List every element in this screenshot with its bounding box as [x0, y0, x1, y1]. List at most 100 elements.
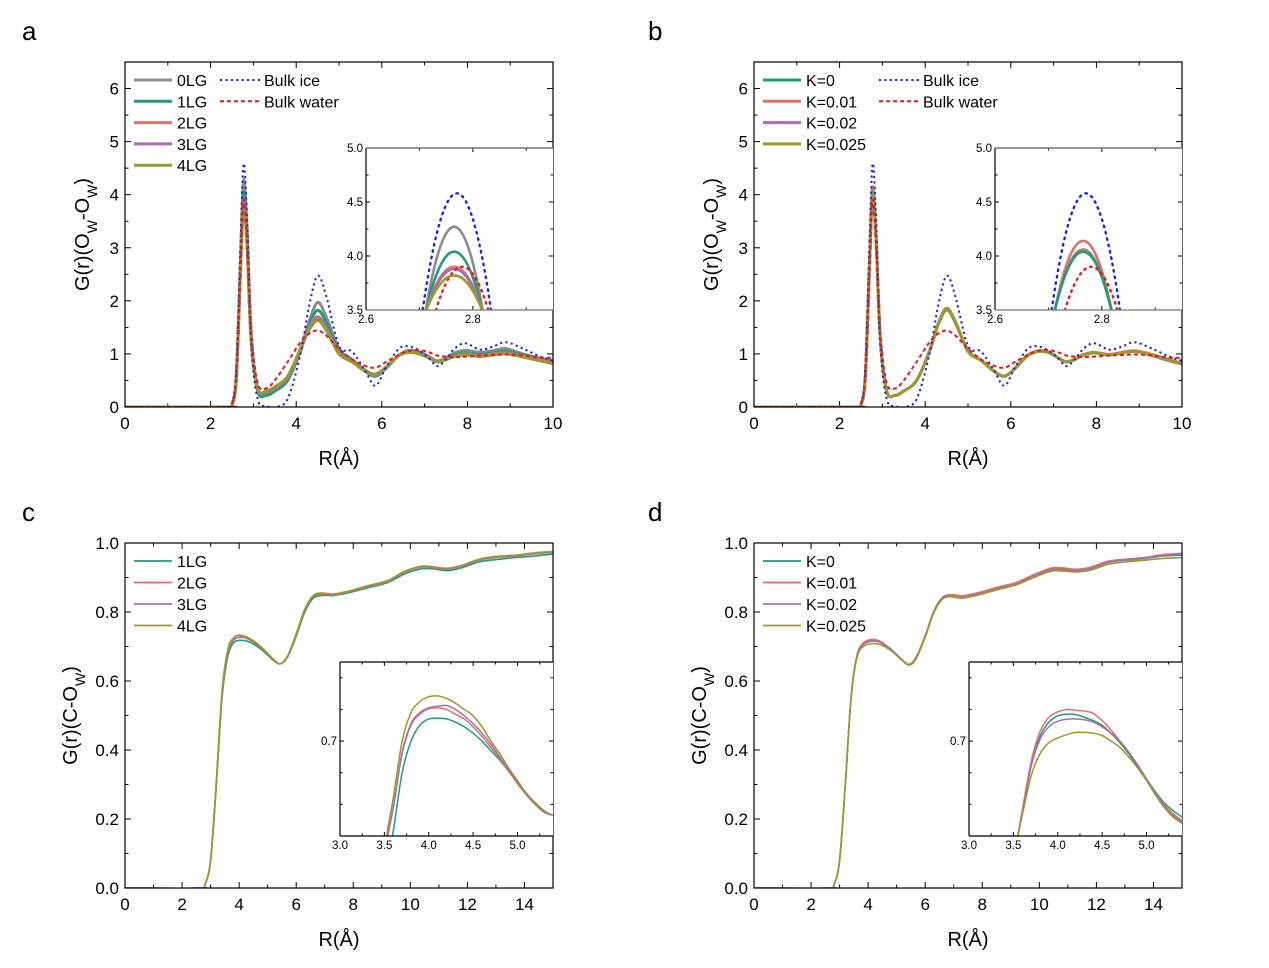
- y-tick-label: 6: [110, 80, 119, 99]
- y-tick-label: 2: [110, 292, 119, 311]
- inset-x-tick-label: 3.5: [376, 840, 392, 852]
- x-tick-label: 2: [206, 414, 215, 433]
- inset-curve-3lg: [386, 704, 553, 836]
- y-axis-title: G(r)(OW-OW): [701, 178, 729, 291]
- legend-label: K=0.02: [806, 597, 857, 614]
- inset-plot-area: [1050, 192, 1122, 310]
- inset-x-tick-label: 5.0: [1139, 840, 1155, 852]
- y-tick-label: 3: [739, 239, 748, 258]
- legend-item: 4LG: [134, 158, 207, 175]
- inset: 2.6 2.8 3.5 4.0 4.5 5.0: [347, 143, 553, 326]
- x-tick-label: 10: [544, 414, 563, 433]
- y-tick-label: 3: [110, 239, 119, 258]
- y-tick-label: 0: [110, 398, 119, 417]
- inset: 2.6 2.8 3.5 4.0 4.5 5.0: [976, 143, 1182, 326]
- inset-curve-k-0: [1053, 250, 1113, 310]
- legend-label: Bulk ice: [264, 73, 320, 90]
- x-tick-label: 10: [1030, 895, 1049, 914]
- legend-item: 1LG: [134, 94, 207, 111]
- legend-item: 3LG: [134, 137, 207, 154]
- inset-curve-4lg: [385, 695, 553, 836]
- x-tick-label: 8: [349, 895, 358, 914]
- inset-curve-k-0-02: [1017, 718, 1182, 836]
- inset-plot-area: [385, 695, 553, 836]
- x-tick-label: 8: [463, 414, 472, 433]
- legend: 0LG 1LG 2LG 3LG 4LG Bulk ice Bulk water: [134, 73, 339, 175]
- legend-label: 1LG: [177, 554, 207, 571]
- panel-label: a: [22, 16, 37, 46]
- legend-item: Bulk water: [879, 94, 998, 111]
- y-tick-label: 0.0: [724, 879, 748, 898]
- inset: 3.0 3.5 4.0 4.5 5.0 0.7: [321, 661, 553, 852]
- series-line-bulk-ice: [754, 162, 1182, 407]
- legend-item: 0LG: [134, 73, 207, 90]
- inset-x-tick-label: 2.8: [1094, 314, 1110, 326]
- legend-label: Bulk ice: [923, 73, 979, 90]
- x-axis-title: R(Å): [947, 928, 988, 951]
- x-tick-label: 2: [177, 895, 186, 914]
- inset-x-tick-label: 2.6: [358, 314, 374, 326]
- legend-label: 3LG: [177, 597, 207, 614]
- inset-y-tick-label: 3.5: [347, 305, 363, 317]
- legend-item: 4LG: [134, 619, 207, 636]
- y-tick-label: 6: [739, 80, 748, 99]
- legend-label: 4LG: [177, 158, 207, 175]
- y-tick-label: 0.2: [724, 810, 748, 829]
- legend: K=0 K=0.01 K=0.02 K=0.025: [763, 554, 866, 636]
- y-tick-label: 2: [739, 292, 748, 311]
- legend-item: 2LG: [134, 576, 207, 593]
- y-tick-label: 0: [739, 398, 748, 417]
- inset-curve-bulk-ice: [1050, 192, 1122, 310]
- plot-area: [754, 552, 1182, 888]
- inset-x-tick-label: 4.5: [1094, 840, 1110, 852]
- y-tick-label: 0.6: [95, 672, 119, 691]
- legend-item: 3LG: [134, 597, 207, 614]
- legend-label: K=0.02: [806, 116, 857, 133]
- legend-label: K=0: [806, 73, 835, 90]
- legend-item: K=0.01: [763, 576, 857, 593]
- inset-y-tick-label: 0.7: [950, 736, 966, 748]
- inset-y-tick-label: 5.0: [976, 143, 992, 155]
- legend-item: K=0.025: [763, 137, 866, 154]
- legend-label: K=0.01: [806, 94, 857, 111]
- x-tick-label: 0: [749, 895, 758, 914]
- x-tick-label: 0: [120, 895, 129, 914]
- x-tick-label: 0: [749, 414, 758, 433]
- legend: K=0 K=0.01 K=0.02 K=0.025 Bulk ice Bulk water: [763, 73, 998, 154]
- legend-item: K=0: [763, 73, 835, 90]
- inset-y-tick-label: 4.0: [976, 251, 992, 263]
- y-tick-label: 5: [110, 133, 119, 152]
- x-tick-label: 6: [1006, 414, 1015, 433]
- legend-label: K=0.01: [806, 576, 857, 593]
- y-tick-label: 0.4: [95, 741, 119, 760]
- inset-x-tick-label: 4.0: [421, 840, 437, 852]
- legend-label: 1LG: [177, 94, 207, 111]
- inset-curve-bulk-water: [434, 265, 490, 310]
- y-tick-label: 0.8: [724, 603, 748, 622]
- x-tick-label: 2: [835, 414, 844, 433]
- y-tick-label: 5: [739, 133, 748, 152]
- series-line-k-0-025: [754, 556, 1182, 888]
- inset-plot-area: [421, 192, 493, 310]
- inset: 3.0 3.5 4.0 4.5 5.0 0.7: [950, 661, 1182, 852]
- x-axis-title: R(Å): [318, 928, 359, 951]
- legend-item: K=0.02: [763, 597, 857, 614]
- x-tick-label: 4: [234, 895, 243, 914]
- series-line-4lg: [125, 550, 553, 888]
- legend-item: Bulk ice: [879, 73, 979, 90]
- inset-x-tick-label: 2.8: [465, 314, 481, 326]
- x-tick-label: 14: [1144, 895, 1163, 914]
- inset-x-tick-label: 5.0: [510, 840, 526, 852]
- x-tick-label: 14: [515, 895, 534, 914]
- inset-background: [995, 148, 1182, 310]
- y-tick-label: 1: [739, 345, 748, 364]
- panel-label: c: [22, 497, 35, 527]
- y-tick-label: 4: [739, 186, 748, 205]
- panel-label: d: [648, 497, 662, 527]
- plot-area: [125, 162, 553, 407]
- legend-item: 2LG: [134, 116, 207, 133]
- y-tick-label: 0.2: [95, 810, 119, 829]
- legend-label: 2LG: [177, 576, 207, 593]
- inset-y-tick-label: 5.0: [347, 143, 363, 155]
